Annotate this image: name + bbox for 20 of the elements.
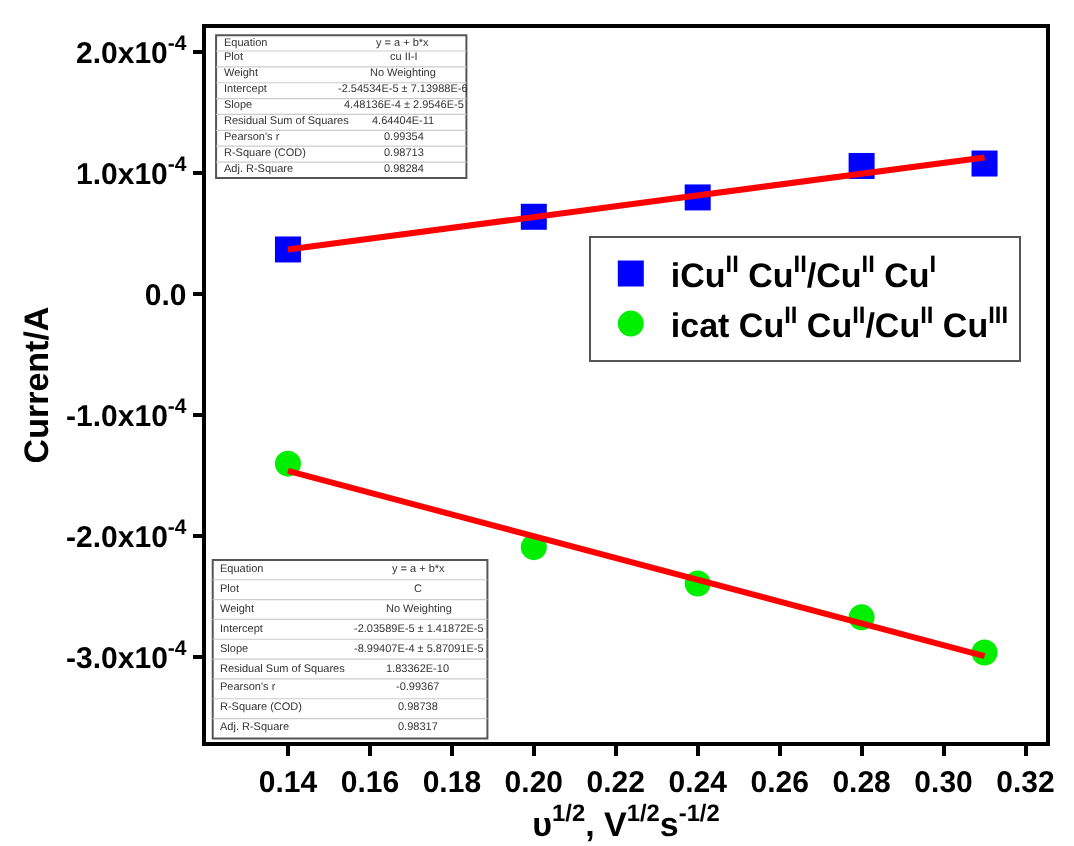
y-tick-label: -2.0x10$^{-4}$: [66, 516, 187, 555]
y-axis-title: Current/A: [18, 306, 57, 464]
y-tick-label: 1.0x10$^{-4}$: [76, 153, 187, 192]
y-tick-label: -3.0x10$^{-4}$: [66, 637, 187, 676]
x-tick-label: 0.28: [832, 765, 891, 800]
y-tick-label: -1.0x10$^{-4}$: [66, 395, 187, 434]
x-tick-label: 0.18: [422, 765, 482, 800]
y-tick-label: 2.0x10$^{-4}$: [76, 32, 187, 71]
x-tick-label: 0.24: [668, 765, 729, 800]
x-tick-label: 0.22: [586, 765, 645, 800]
legend-label: iCu$^{II}$ Cu$^{II}$/Cu$^{II}$ Cu$^{I}$: [670, 250, 937, 295]
x-tick-label: 0.26: [750, 765, 809, 800]
legend-label: icat Cu$^{II}$ Cu$^{II}$/Cu$^{II}$ Cu$^{III}$: [670, 300, 1009, 345]
x-tick-label: 0.14: [258, 765, 319, 800]
x-tick-label: 0.16: [340, 765, 400, 800]
y-tick-label: 0.0: [144, 278, 187, 313]
x-axis-title: υ$^{1/2}$, V$^{1/2}$s$^{-1/2}$: [532, 799, 721, 844]
x-tick-label: 0.20: [504, 765, 563, 800]
x-tick-label: 0.30: [914, 765, 973, 800]
x-tick-label: 0.32: [996, 765, 1055, 800]
